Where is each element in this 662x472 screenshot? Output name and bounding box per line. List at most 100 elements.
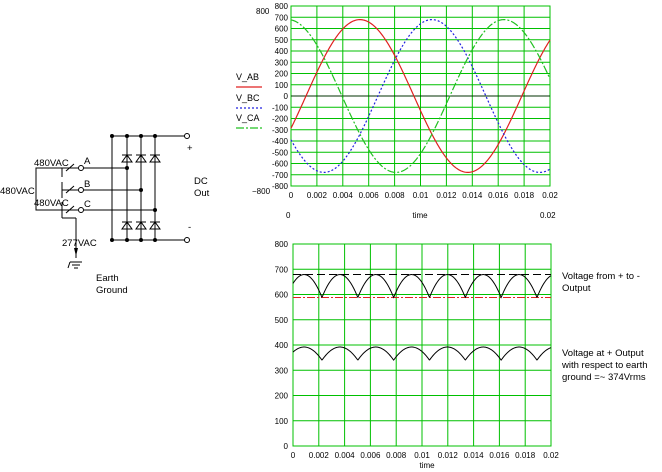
phase-b-label: B	[84, 179, 90, 190]
phase-voltage-label: 277VAC	[62, 238, 97, 249]
x-tick-label: 0.02	[543, 451, 559, 460]
bottom-chart: 800 700 600 500 400 300 200 100 0 0 0.002 0.004 0.0…	[275, 240, 648, 470]
bottom-chart-grid	[292, 243, 552, 447]
ground-label: Ground	[96, 285, 128, 296]
top-chart-xlabel: time	[412, 211, 428, 220]
y-tick-label: -200	[272, 115, 289, 124]
top-x-right-end: 0.02	[540, 211, 556, 220]
x-tick-label: 0.012	[436, 191, 457, 200]
x-tick-label: 0.01	[414, 451, 430, 460]
diode-icon	[121, 154, 133, 163]
phase-c-label: C	[84, 199, 91, 210]
plus-terminal-label: +	[187, 143, 193, 154]
series-line-vab	[290, 19, 551, 173]
line-voltage-bc: 480VAC	[34, 198, 69, 209]
y-tick-label: 800	[275, 240, 289, 249]
diode-icon	[135, 221, 147, 230]
y-tick-label: 300	[275, 58, 289, 67]
y-tick-label: -800	[272, 182, 289, 191]
x-tick-label: 0.004	[333, 191, 354, 200]
y-tick-label: 200	[275, 392, 289, 401]
series-line-earth-referenced	[292, 346, 552, 361]
phase-a-label: A	[84, 156, 91, 167]
top-chart: 800 700 600 500 400 300 200 100 0 -100 -200 -300 -40…	[236, 2, 558, 220]
y-tick-label: -600	[272, 160, 289, 169]
top-y-left-bottom: −800	[252, 187, 271, 196]
top-chart-x-ticks: 0 0.002 0.004 0.006 0.008 0.01 0.012 0.014 0.016…	[289, 191, 559, 200]
legend-label-vab: V_AB	[236, 72, 259, 82]
series-line-dc-output	[292, 274, 552, 299]
earth-label: Earth	[96, 273, 119, 284]
legend-label-vca: V_CA	[236, 113, 260, 123]
y-tick-label: 300	[275, 366, 289, 375]
y-tick-label: 700	[275, 265, 289, 274]
diode-icon	[121, 221, 133, 230]
diode-icon	[149, 221, 161, 230]
bottom-chart-y-ticks: 800 700 600 500 400 300 200 100 0	[275, 240, 289, 451]
x-tick-label: 0.014	[464, 451, 485, 460]
bridge-diodes	[121, 154, 161, 230]
y-tick-label: 500	[275, 316, 289, 325]
y-tick-label: 600	[275, 25, 289, 34]
x-tick-label: 0.002	[307, 191, 328, 200]
y-tick-label: 0	[284, 442, 289, 451]
series-line-vbc	[290, 19, 551, 173]
annotation-upper-line1: Voltage from + to -	[562, 271, 640, 282]
x-tick-label: 0.018	[515, 451, 536, 460]
dc-label: DC	[194, 176, 208, 187]
x-tick-label: 0.01	[413, 191, 429, 200]
y-tick-label: 700	[275, 13, 289, 22]
y-tick-label: -100	[272, 103, 289, 112]
switch-icon	[65, 163, 75, 214]
y-tick-label: -400	[272, 137, 289, 146]
terminal-c	[78, 207, 84, 213]
annotation-lower-line2: with respect to earth	[561, 360, 648, 371]
out-label: Out	[194, 188, 210, 199]
minus-terminal-label: -	[188, 222, 191, 233]
x-tick-label: 0.004	[335, 451, 356, 460]
diode-icon	[135, 154, 147, 163]
x-tick-label: 0.016	[488, 191, 509, 200]
x-tick-label: 0	[291, 451, 296, 460]
y-tick-label: -300	[272, 126, 289, 135]
x-tick-label: 0.008	[386, 451, 407, 460]
bottom-chart-x-ticks: 0 0.002 0.004 0.006 0.008 0.01 0.012 0.014 0.016…	[291, 451, 560, 460]
series-line-vca	[290, 19, 551, 173]
top-x-left-zero: 0	[286, 211, 291, 220]
y-tick-label: -500	[272, 148, 289, 157]
y-tick-label: 400	[275, 341, 289, 350]
line-voltage-ab: 480VAC	[34, 158, 69, 169]
annotation-lower-line3: ground =~ 374Vrms	[562, 372, 646, 383]
annotation-upper-line2: Output	[562, 283, 591, 294]
line-voltage-left: 480VAC	[0, 186, 35, 197]
y-tick-label: 100	[275, 417, 289, 426]
junction-dots	[110, 134, 157, 242]
x-tick-label: 0	[289, 191, 294, 200]
x-tick-label: 0.018	[514, 191, 535, 200]
x-tick-label: 0.016	[489, 451, 510, 460]
terminal-a	[78, 165, 84, 171]
top-chart-y-ticks: 800 700 600 500 400 300 200 100 0 -100 -200 -300 -40…	[272, 2, 289, 191]
y-tick-label: 0	[284, 92, 289, 101]
x-tick-label: 0.014	[462, 191, 483, 200]
output-terminals	[184, 133, 190, 243]
terminal-b	[78, 187, 84, 193]
y-tick-label: 400	[275, 47, 289, 56]
x-tick-label: 0.006	[360, 451, 381, 460]
x-tick-label: 0.008	[385, 191, 406, 200]
y-tick-label: 600	[275, 291, 289, 300]
y-tick-label: 800	[275, 2, 289, 11]
y-tick-label: -700	[272, 171, 289, 180]
x-tick-label: 0.002	[309, 451, 330, 460]
x-tick-label: 0.02	[542, 191, 558, 200]
y-tick-label: 100	[275, 81, 289, 90]
y-tick-label: 500	[275, 36, 289, 45]
ground-arrow-icon	[74, 248, 78, 256]
bottom-chart-xlabel: time	[419, 461, 435, 470]
legend-label-vbc: V_BC	[236, 93, 260, 103]
y-tick-label: 200	[275, 70, 289, 79]
annotation-lower-line1: Voltage at + Output	[562, 348, 644, 359]
x-tick-label: 0.006	[359, 191, 380, 200]
diode-icon	[149, 154, 161, 163]
x-tick-label: 0.012	[438, 451, 459, 460]
